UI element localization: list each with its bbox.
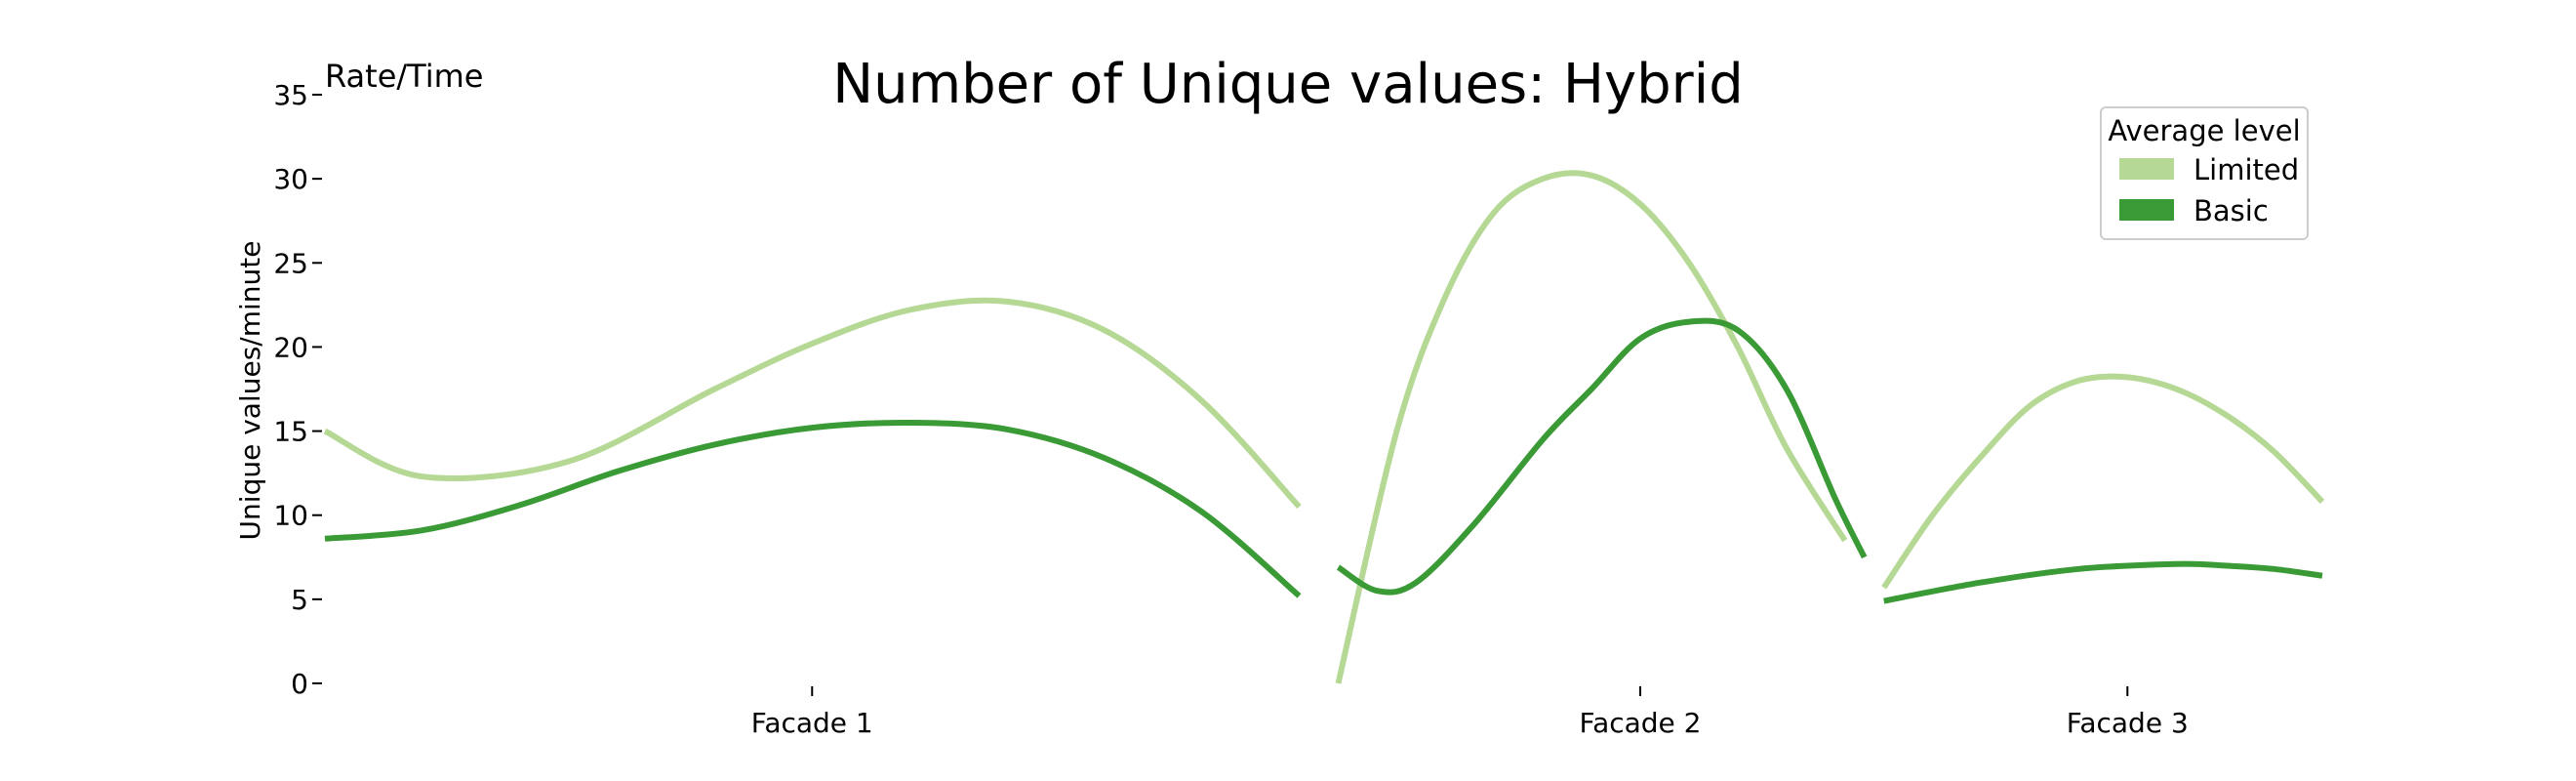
legend-label-basic: Basic — [2194, 194, 2269, 227]
x-tick-label: Facade 3 — [2067, 707, 2189, 739]
y-tick-label: 20 — [273, 331, 308, 363]
legend-label-limited: Limited — [2194, 153, 2299, 186]
x-tick-label: Facade 2 — [1580, 707, 1702, 739]
y-tick-label: 15 — [273, 416, 308, 448]
legend-swatch-limited — [2119, 158, 2174, 180]
y-axis-label: Unique values/minute — [234, 241, 266, 541]
legend-swatch-basic — [2119, 199, 2174, 221]
legend: Average level Limited Basic — [2100, 106, 2309, 240]
y-tick-label: 35 — [273, 79, 308, 111]
y-tick-label: 5 — [291, 584, 308, 616]
legend-title: Average level — [2108, 114, 2300, 147]
y-axis: 0 5 10 15 20 25 30 35 — [273, 79, 322, 700]
y-tick-label: 30 — [273, 163, 308, 195]
series-line-limited-1 — [323, 297, 1302, 510]
series-line-limited-3 — [1881, 373, 2325, 590]
corner-label: Rate/Time — [325, 58, 483, 95]
series-line-limited-2 — [1335, 170, 1848, 684]
y-tick-label: 0 — [291, 668, 308, 700]
y-tick-label: 25 — [273, 247, 308, 279]
x-axis: Facade 1 Facade 2 Facade 3 — [751, 686, 2189, 739]
series-line-basic-1 — [324, 419, 1302, 598]
series-line-basic-3 — [1883, 560, 2323, 604]
x-tick-label: Facade 1 — [751, 707, 873, 739]
chart-title: Number of Unique values: Hybrid — [832, 53, 1744, 116]
y-tick-label: 10 — [273, 500, 308, 532]
plot-area — [323, 170, 2325, 684]
series-line-basic-2 — [1336, 317, 1868, 596]
